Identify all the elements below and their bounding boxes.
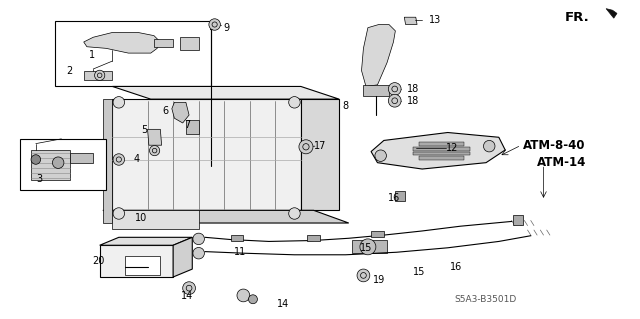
- Polygon shape: [31, 150, 70, 180]
- Polygon shape: [413, 147, 470, 151]
- Ellipse shape: [193, 248, 204, 259]
- Polygon shape: [404, 17, 417, 25]
- Text: ATM-14: ATM-14: [537, 156, 586, 169]
- Text: 11: 11: [234, 247, 246, 256]
- Polygon shape: [84, 33, 161, 53]
- Ellipse shape: [182, 282, 195, 294]
- Text: 14: 14: [276, 299, 289, 309]
- Polygon shape: [154, 39, 173, 47]
- Ellipse shape: [113, 208, 125, 219]
- Polygon shape: [352, 241, 387, 253]
- Polygon shape: [113, 99, 301, 210]
- Ellipse shape: [388, 94, 401, 107]
- Text: 6: 6: [163, 106, 169, 116]
- Polygon shape: [371, 132, 505, 169]
- Polygon shape: [307, 235, 320, 241]
- Polygon shape: [103, 99, 113, 223]
- Polygon shape: [100, 245, 173, 277]
- Ellipse shape: [248, 295, 257, 304]
- Text: 2: 2: [66, 66, 72, 76]
- Text: 19: 19: [373, 275, 385, 285]
- Ellipse shape: [113, 97, 125, 108]
- Polygon shape: [230, 235, 243, 241]
- Text: 9: 9: [223, 23, 229, 33]
- Text: 13: 13: [429, 15, 441, 25]
- Polygon shape: [113, 86, 339, 99]
- Ellipse shape: [483, 140, 495, 152]
- Text: 15: 15: [360, 243, 372, 253]
- Polygon shape: [84, 70, 113, 80]
- Ellipse shape: [150, 145, 160, 156]
- Text: 18: 18: [407, 96, 419, 106]
- Polygon shape: [419, 156, 464, 160]
- Polygon shape: [173, 237, 192, 277]
- Polygon shape: [513, 215, 523, 225]
- Polygon shape: [172, 102, 189, 123]
- Polygon shape: [100, 237, 192, 245]
- Ellipse shape: [289, 208, 300, 219]
- Polygon shape: [362, 25, 396, 86]
- Polygon shape: [186, 120, 198, 134]
- Text: 16: 16: [388, 193, 401, 203]
- Polygon shape: [179, 37, 198, 50]
- Text: ATM-8-40: ATM-8-40: [523, 139, 586, 152]
- Text: 3: 3: [36, 174, 42, 183]
- Ellipse shape: [375, 150, 387, 161]
- Ellipse shape: [299, 140, 313, 154]
- Text: S5A3-B3501D: S5A3-B3501D: [454, 295, 516, 304]
- Polygon shape: [371, 231, 384, 237]
- Polygon shape: [148, 129, 162, 145]
- Text: 1: 1: [89, 50, 95, 60]
- Text: 14: 14: [181, 291, 193, 301]
- Text: 20: 20: [92, 256, 105, 266]
- Polygon shape: [413, 152, 470, 155]
- Ellipse shape: [113, 154, 125, 165]
- Text: 5: 5: [141, 125, 148, 135]
- Polygon shape: [364, 85, 389, 96]
- Ellipse shape: [193, 233, 204, 245]
- Text: 8: 8: [342, 100, 349, 110]
- Text: 10: 10: [135, 213, 148, 223]
- Ellipse shape: [357, 269, 370, 282]
- Polygon shape: [20, 139, 106, 190]
- Polygon shape: [125, 256, 161, 275]
- Text: 7: 7: [184, 120, 190, 130]
- Polygon shape: [395, 191, 405, 201]
- Polygon shape: [103, 210, 349, 223]
- Polygon shape: [113, 210, 198, 229]
- Ellipse shape: [52, 157, 64, 168]
- Polygon shape: [70, 152, 93, 163]
- Text: 15: 15: [413, 267, 425, 277]
- Ellipse shape: [360, 239, 376, 255]
- Ellipse shape: [31, 155, 40, 164]
- Ellipse shape: [95, 70, 105, 80]
- Text: 4: 4: [134, 154, 140, 164]
- Text: FR.: FR.: [564, 11, 589, 24]
- Ellipse shape: [289, 97, 300, 108]
- Ellipse shape: [237, 289, 250, 302]
- Text: 17: 17: [314, 141, 326, 151]
- Ellipse shape: [388, 83, 401, 95]
- Ellipse shape: [209, 19, 220, 30]
- Polygon shape: [55, 21, 211, 86]
- Polygon shape: [301, 99, 339, 210]
- Polygon shape: [606, 9, 617, 18]
- Polygon shape: [419, 142, 464, 146]
- Text: 12: 12: [446, 143, 458, 153]
- Text: 16: 16: [450, 263, 462, 272]
- Text: 18: 18: [407, 84, 419, 94]
